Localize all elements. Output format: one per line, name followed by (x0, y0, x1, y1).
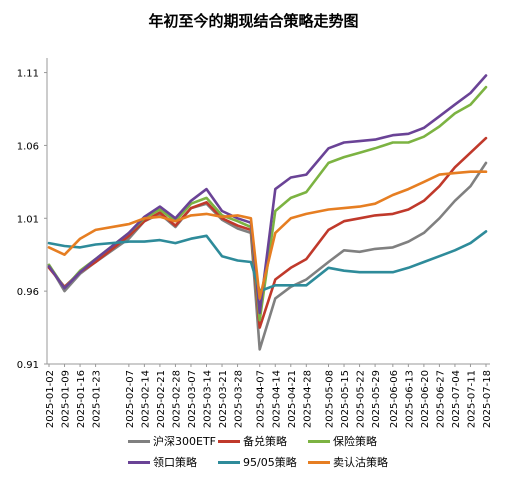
legend-item: 领口策略 (128, 455, 197, 471)
legend-label: 保险策略 (333, 435, 377, 448)
legend-label: 95/05策略 (243, 456, 297, 469)
x-tick-label: 2025-03-21 (218, 370, 229, 428)
x-tick-label: 2025-05-08 (325, 370, 336, 428)
legend-item: 95/05策略 (218, 455, 297, 471)
x-tick-label: 2025-05-29 (371, 370, 382, 428)
x-tick-label: 2025-05-15 (340, 370, 351, 428)
y-tick-label: 0.91 (17, 360, 39, 371)
x-tick-label: 2025-04-28 (302, 370, 313, 428)
y-tick-label: 1.11 (17, 69, 39, 80)
y-tick-label: 0.96 (17, 287, 39, 298)
series-line (47, 136, 488, 329)
x-tick-label: 2025-01-16 (76, 370, 87, 428)
x-tick-label: 2025-04-21 (287, 370, 298, 428)
x-tick-label: 2025-07-04 (451, 370, 462, 428)
series-line (47, 170, 488, 300)
series-layer (47, 74, 488, 351)
y-tick-label: 1.01 (17, 214, 39, 225)
chart-title: 年初至今的期现结合策略走势图 (148, 12, 359, 30)
legend-swatch (218, 460, 240, 464)
legend-label: 卖认沽策略 (333, 456, 388, 469)
legend-item: 卖认沽策略 (308, 455, 388, 471)
x-tick-label: 2025-01-23 (92, 370, 103, 428)
x-tick-label: 2025-05-22 (356, 370, 367, 428)
legend-swatch (308, 439, 330, 443)
x-tick-label: 2025-03-14 (202, 370, 213, 428)
x-tick-label: 2025-01-09 (61, 370, 72, 428)
x-tick-label: 2025-06-20 (420, 370, 431, 428)
x-tick-label: 2025-02-07 (125, 370, 136, 428)
x-tick-label: 2025-01-02 (45, 370, 56, 428)
x-tick-label: 2025-07-11 (466, 370, 477, 428)
x-tick-label: 2025-03-28 (234, 370, 245, 428)
legend-label: 备兑策略 (243, 435, 287, 448)
x-tick-label: 2025-06-06 (389, 370, 400, 428)
x-tick-label: 2025-06-13 (404, 370, 415, 428)
legend-swatch (308, 460, 330, 464)
x-tick-label: 2025-04-07 (256, 370, 267, 428)
series-line (47, 230, 488, 293)
x-tick-label: 2025-03-07 (187, 370, 198, 428)
legend-swatch (128, 439, 150, 443)
legend-swatch (218, 439, 240, 443)
x-tick-label: 2025-07-18 (482, 370, 493, 428)
y-tick-label: 1.06 (17, 141, 39, 152)
legend-item: 保险策略 (308, 434, 377, 450)
x-tick-label: 2025-04-14 (271, 370, 282, 428)
legend-item: 沪深300ETF (128, 434, 216, 450)
series-line (47, 74, 488, 315)
legend-item: 备兑策略 (218, 434, 287, 450)
legend-swatch (128, 460, 150, 464)
x-tick-label: 2025-02-14 (140, 370, 151, 428)
x-tick-label: 2025-02-21 (156, 370, 167, 428)
legend-label: 领口策略 (153, 456, 197, 469)
x-tick-label: 2025-02-28 (171, 370, 182, 428)
axes (44, 58, 490, 367)
x-tick-label: 2025-06-27 (435, 370, 446, 428)
legend-label: 沪深300ETF (153, 435, 216, 448)
tick-labels: 0.91 0.96 1.01 1.06 1.11 2025-01-02 2025-01-09… (17, 69, 493, 429)
